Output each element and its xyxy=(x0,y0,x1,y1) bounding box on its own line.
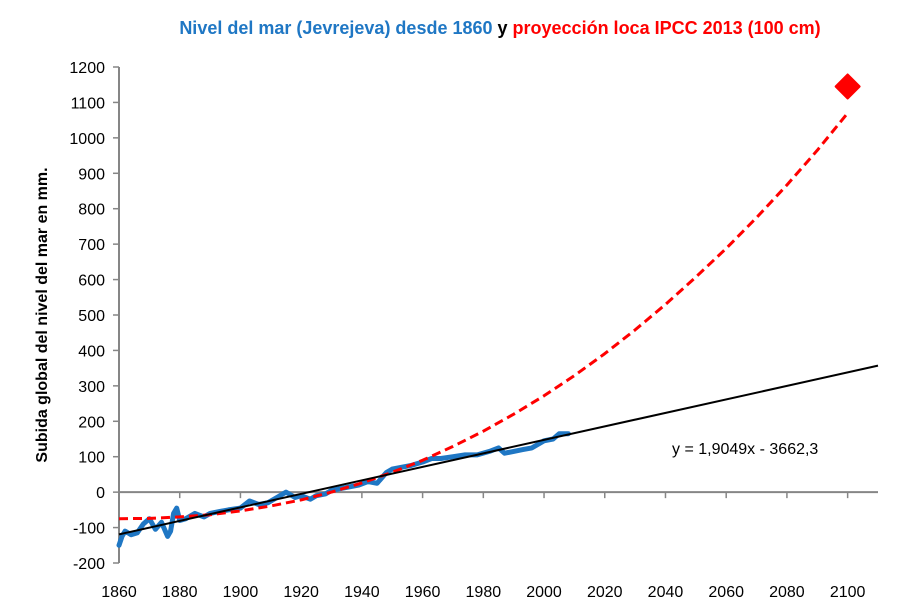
x-tick-label: 2000 xyxy=(526,584,562,601)
x-tick-label: 2040 xyxy=(648,584,684,601)
y-tick-label: 1000 xyxy=(69,131,105,148)
x-tick-label: 2020 xyxy=(587,584,623,601)
y-tick-label: 800 xyxy=(78,202,105,219)
y-tick-label: -100 xyxy=(73,521,105,538)
trendline-equation: y = 1,9049x - 3662,3 xyxy=(672,441,818,458)
title-part-y: y xyxy=(493,18,513,38)
x-tick-label: 1960 xyxy=(405,584,441,601)
x-tick-label: 1900 xyxy=(223,584,259,601)
y-tick-label: 1100 xyxy=(71,95,106,112)
x-tick-label: 1860 xyxy=(101,584,137,601)
y-tick-label: 1200 xyxy=(69,60,105,77)
title-part-red: proyección loca IPCC 2013 (100 cm) xyxy=(513,18,821,38)
x-tick-label: 2080 xyxy=(769,584,805,601)
x-tick-label: 1980 xyxy=(466,584,502,601)
title-part-blue: Nivel del mar (Jevrejeva) desde 1860 xyxy=(179,18,492,38)
x-tick-label: 1880 xyxy=(162,584,198,601)
y-tick-label: -200 xyxy=(73,556,105,573)
x-tick-label: 1920 xyxy=(283,584,319,601)
x-tick-label: 2100 xyxy=(830,584,866,601)
y-tick-label: 200 xyxy=(78,414,105,431)
y-tick-label: 0 xyxy=(96,485,105,502)
y-axis-label: Subida global del nivel del mar en mm. xyxy=(34,167,51,462)
ipcc-2100-marker xyxy=(834,73,861,100)
y-tick-label: 900 xyxy=(78,166,105,183)
series-ipcc-2013 xyxy=(118,112,849,521)
trend-line xyxy=(118,364,879,536)
y-tick-label: 700 xyxy=(78,237,105,254)
y-tick-label: 500 xyxy=(78,308,105,325)
y-tick-label: 400 xyxy=(78,343,105,360)
chart-title: Nivel del mar (Jevrejeva) desde 1860 y p… xyxy=(179,18,820,38)
y-tick-label: 600 xyxy=(78,273,105,290)
y-tick-label: 100 xyxy=(78,450,105,467)
x-tick-label: 1940 xyxy=(344,584,380,601)
y-tick-label: 300 xyxy=(78,379,105,396)
x-tick-label: 2060 xyxy=(708,584,744,601)
